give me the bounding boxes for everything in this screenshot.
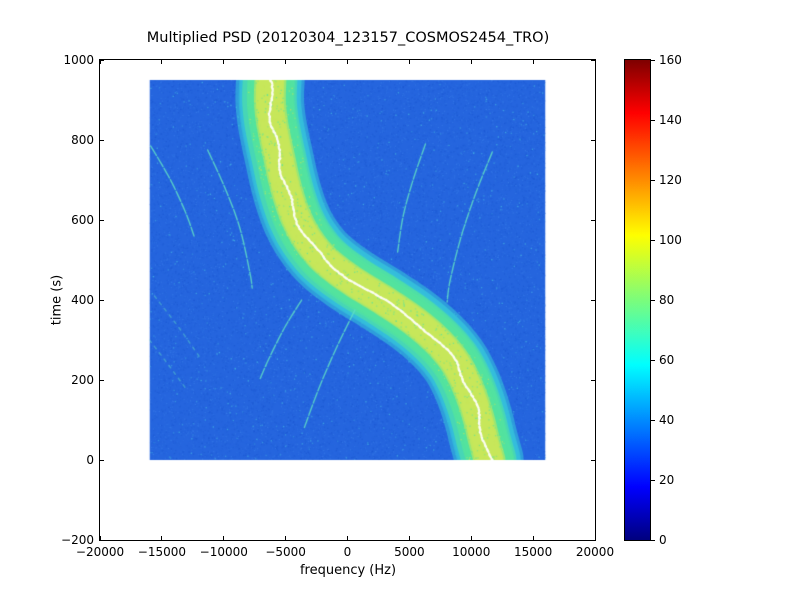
y-tick-right xyxy=(591,59,595,61)
x-tick xyxy=(408,536,410,540)
x-tick-label: −20000 xyxy=(75,545,125,559)
y-tick-label: 800 xyxy=(71,133,94,147)
y-tick-label: −200 xyxy=(61,533,94,547)
y-tick-label: 1000 xyxy=(63,53,94,67)
colorbar xyxy=(624,59,651,541)
colorbar-tick-label: 40 xyxy=(659,413,675,427)
y-tick-right xyxy=(591,539,595,541)
colorbar-tick xyxy=(651,119,655,121)
colorbar-tick xyxy=(651,59,655,61)
y-tick xyxy=(100,59,104,61)
x-tick-top xyxy=(408,60,410,64)
x-tick-top xyxy=(223,60,225,64)
y-tick xyxy=(100,299,104,301)
x-tick xyxy=(285,536,287,540)
plot-title: Multiplied PSD (20120304_123157_COSMOS24… xyxy=(146,30,550,46)
x-tick-label: −10000 xyxy=(199,545,248,559)
x-tick xyxy=(161,536,163,540)
colorbar-canvas xyxy=(625,60,650,540)
y-tick-right xyxy=(591,219,595,221)
colorbar-tick-label: 0 xyxy=(659,533,667,547)
y-tick-label: 0 xyxy=(86,453,94,467)
colorbar-tick-label: 80 xyxy=(659,293,675,307)
colorbar-tick-label: 100 xyxy=(659,233,682,247)
colorbar-tick-label: 120 xyxy=(659,173,682,187)
colorbar-tick-label: 60 xyxy=(659,353,675,367)
x-tick-label: −15000 xyxy=(137,545,186,559)
colorbar-tick xyxy=(651,239,655,241)
x-tick-top xyxy=(161,60,163,64)
x-tick xyxy=(594,536,596,540)
x-tick xyxy=(532,536,534,540)
y-tick xyxy=(100,459,104,461)
colorbar-tick xyxy=(651,419,655,421)
y-tick-label: 600 xyxy=(71,213,94,227)
x-tick-label: 10000 xyxy=(452,545,491,559)
y-tick-right xyxy=(591,139,595,141)
colorbar-tick xyxy=(651,539,655,541)
x-tick-top xyxy=(594,60,596,64)
y-tick xyxy=(100,379,104,381)
colorbar-tick xyxy=(651,359,655,361)
colorbar-tick-label: 160 xyxy=(659,53,682,67)
colorbar-tick xyxy=(651,299,655,301)
plot-area xyxy=(99,59,596,541)
y-tick xyxy=(100,219,104,221)
x-tick xyxy=(347,536,348,540)
x-tick xyxy=(470,536,472,540)
x-tick-top xyxy=(285,60,287,64)
colorbar-tick-label: 140 xyxy=(659,113,682,127)
x-axis-label: frequency (Hz) xyxy=(299,563,397,578)
x-tick-top xyxy=(347,60,348,64)
x-tick xyxy=(223,536,225,540)
heatmap-canvas xyxy=(100,60,595,540)
x-tick-label: 20000 xyxy=(575,545,615,559)
x-tick-label: 5000 xyxy=(394,545,425,559)
x-tick-top xyxy=(470,60,472,64)
colorbar-tick-label: 20 xyxy=(659,473,675,487)
y-tick-label: 200 xyxy=(71,373,94,387)
x-tick-label: 15000 xyxy=(514,545,553,559)
x-tick-top xyxy=(99,60,101,64)
colorbar-tick xyxy=(651,479,655,481)
y-tick-label: 400 xyxy=(71,293,94,307)
x-tick-label: 0 xyxy=(343,545,352,559)
y-tick-right xyxy=(591,459,595,461)
x-tick-label: −5000 xyxy=(265,545,306,559)
y-tick-right xyxy=(591,379,595,381)
x-tick xyxy=(99,536,101,540)
colorbar-tick xyxy=(651,179,655,181)
y-tick xyxy=(100,139,104,141)
y-tick xyxy=(100,539,104,541)
y-tick-right xyxy=(591,299,595,301)
x-tick-top xyxy=(532,60,534,64)
